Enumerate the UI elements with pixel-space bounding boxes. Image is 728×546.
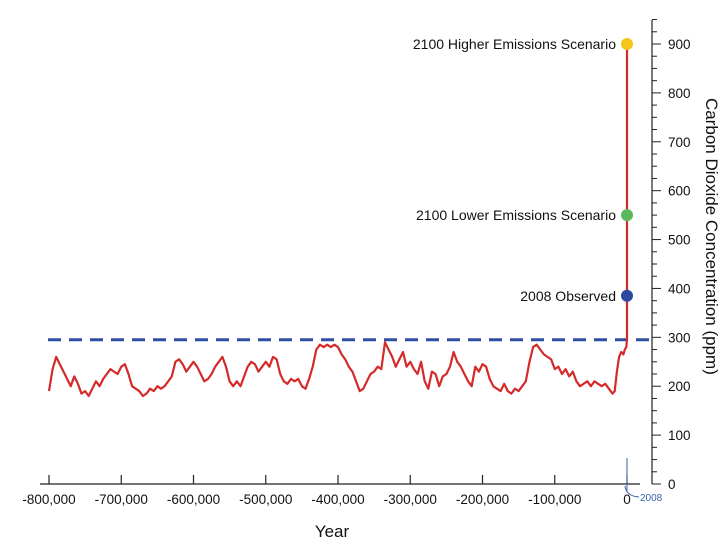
y-tick-label: 900 [668,37,691,52]
y-tick-label: 100 [668,428,691,443]
y-tick-label: 0 [668,477,676,492]
y-tick-label: 400 [668,281,691,296]
x-tick-label: -500,000 [239,492,292,507]
x-tick-label: 0 [623,492,631,507]
x-tick-label: -800,000 [22,492,75,507]
y-tick-label: 300 [668,330,691,345]
x-axis-title: Year [315,522,350,541]
scenario-label: 2100 Higher Emissions Scenario [413,36,616,52]
x-tick-label: -100,000 [528,492,581,507]
x-tick-label: -700,000 [95,492,148,507]
y-tick-label: 500 [668,233,691,248]
scenario-point [621,289,633,302]
x-tick-label: -200,000 [456,492,509,507]
scenario-label: 2008 Observed [520,288,616,304]
x-tick-label: -400,000 [311,492,364,507]
y-tick-label: 700 [668,135,691,150]
scenario-point [621,38,633,50]
scenario-point [621,209,633,222]
y-tick-label: 600 [668,184,691,199]
x-tick-label: -300,000 [384,492,437,507]
y-tick-label: 800 [668,86,691,101]
y-axis: 0 100 200 300 400 500 600 700 800 900 [651,19,691,492]
y-axis-title: Carbon Dioxide Concentration (ppm) [702,98,721,375]
annotations: 2100 Higher Emissions Scenario 2100 Lower… [413,36,663,504]
year-marker-arrow [624,485,640,498]
y-tick-label: 200 [668,379,691,394]
plot-area [47,44,650,398]
scenario-label: 2100 Lower Emissions Scenario [416,207,616,223]
x-tick-label: -600,000 [167,492,220,507]
co2-series-line [47,44,629,398]
year-marker-label: 2008 [640,493,663,504]
x-axis: -800,000 -700,000 -600,000 -500,000 -400,000… [22,475,640,507]
